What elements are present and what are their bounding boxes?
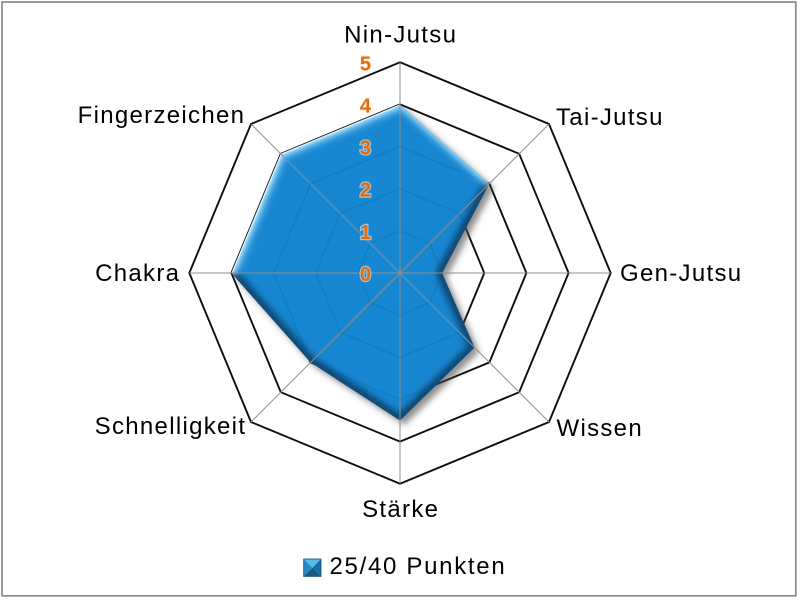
svg-text:Schnelligkeit: Schnelligkeit xyxy=(95,413,247,440)
svg-text:25/40 Punkten: 25/40 Punkten xyxy=(330,553,507,580)
svg-text:Stärke: Stärke xyxy=(362,496,439,523)
svg-text:2: 2 xyxy=(360,180,371,202)
svg-text:4: 4 xyxy=(360,95,372,117)
svg-text:Tai-Jutsu: Tai-Jutsu xyxy=(556,104,664,131)
svg-text:0: 0 xyxy=(360,264,371,286)
svg-text:5: 5 xyxy=(360,53,371,75)
svg-text:3: 3 xyxy=(360,138,371,160)
svg-text:Nin-Jutsu: Nin-Jutsu xyxy=(344,22,457,49)
svg-text:Gen-Jutsu: Gen-Jutsu xyxy=(620,260,742,287)
svg-text:Wissen: Wissen xyxy=(557,415,643,442)
svg-text:Chakra: Chakra xyxy=(95,260,180,287)
svg-text:Fingerzeichen: Fingerzeichen xyxy=(78,102,246,129)
svg-text:1: 1 xyxy=(360,222,371,244)
